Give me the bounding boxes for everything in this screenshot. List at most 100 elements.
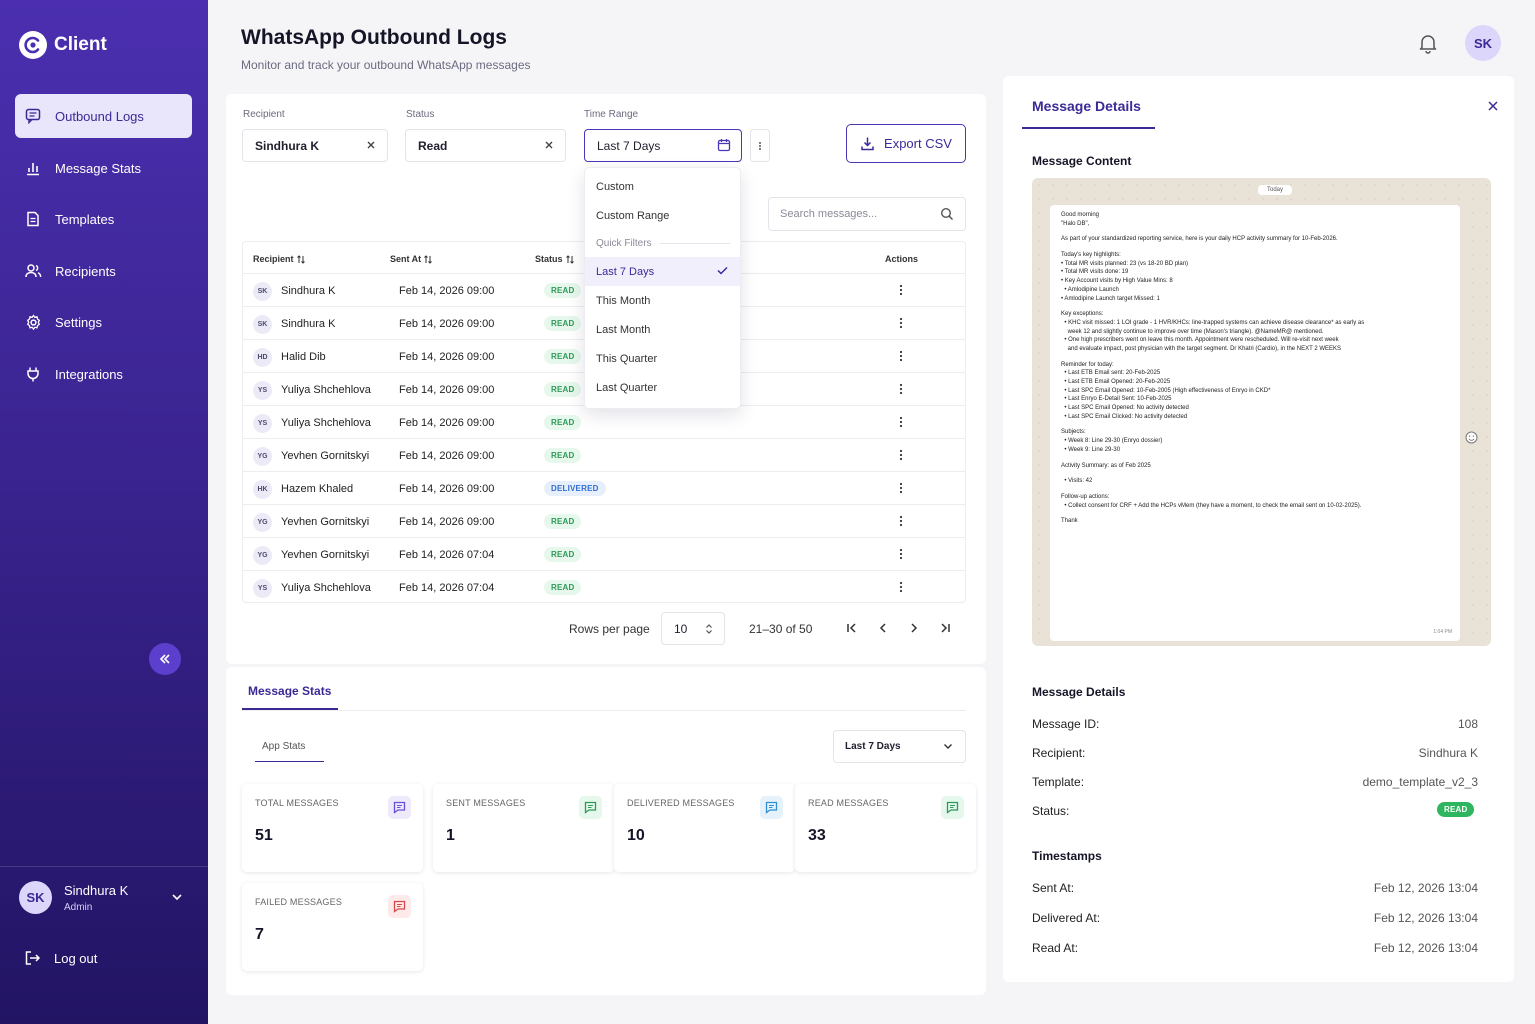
sidebar-item-templates[interactable]: Templates [15, 197, 192, 241]
time-option-this-quarter[interactable]: This Quarter [585, 344, 740, 373]
message-spacer [1061, 470, 1449, 477]
chevrons-left-icon [159, 654, 170, 664]
row-actions-button[interactable] [893, 282, 909, 298]
stat-label: DELIVERED MESSAGES [627, 798, 735, 808]
recipient-initials: YG [253, 546, 272, 565]
brand[interactable]: Client [19, 31, 107, 59]
collapse-sidebar-button[interactable] [149, 643, 181, 675]
message-line: • One high prescribers went on leave thi… [1061, 337, 1339, 344]
more-vertical-icon [759, 141, 761, 150]
status-badge: READ [544, 349, 582, 364]
sidebar-item-integrations[interactable]: Integrations [15, 352, 192, 396]
table-row[interactable]: YG Yevhen Gornitskyi Feb 14, 2026 09:00 … [243, 439, 965, 472]
time-range-select[interactable]: Last 7 Days [584, 129, 742, 162]
sidebar-item-outbound-logs[interactable]: Outbound Logs [15, 94, 192, 138]
quick-filters-label: Quick Filters [596, 238, 652, 249]
emoji-icon[interactable] [1465, 431, 1478, 444]
row-actions-button[interactable] [893, 513, 909, 529]
sent-at: Feb 14, 2026 09:00 [399, 516, 495, 528]
time-option-last-7-days[interactable]: Last 7 Days [585, 257, 740, 286]
sidebar-item-settings[interactable]: Settings [15, 300, 192, 344]
time-option-last-month[interactable]: Last Month [585, 315, 740, 344]
tab-message-stats[interactable]: Message Stats [248, 684, 332, 698]
time-option-last-quarter[interactable]: Last Quarter [585, 373, 740, 402]
stat-label: TOTAL MESSAGES [255, 798, 339, 808]
recipient-filter[interactable]: Sindhura K [242, 129, 388, 162]
recipient-label: Recipient: [1032, 746, 1086, 760]
column-status[interactable]: Status [535, 254, 574, 264]
user-menu[interactable]: SK Sindhura K Admin [19, 881, 189, 914]
message-line: • Last Enryo E-Detail Sent: 10-Feb-2025 [1061, 396, 1172, 403]
stat-label: SENT MESSAGES [446, 798, 526, 808]
table-row[interactable]: YS Yuliya Shchehlova Feb 14, 2026 07:04 … [243, 571, 965, 604]
message-spacer [1061, 228, 1449, 235]
table-row[interactable]: YG Yevhen Gornitskyi Feb 14, 2026 07:04 … [243, 538, 965, 571]
row-actions-button[interactable] [893, 579, 909, 595]
sent-at-label: Sent At: [1032, 881, 1075, 895]
message-text: Good morning "Halo DB", As part of your st… [1061, 211, 1449, 526]
users-icon [24, 262, 42, 280]
message-icon [388, 796, 411, 819]
close-icon [1488, 101, 1498, 111]
logout-button[interactable]: Log out [24, 950, 97, 966]
status-badge: READ [544, 382, 582, 397]
clear-recipient-icon[interactable] [365, 139, 377, 151]
sent-at: Feb 14, 2026 09:00 [399, 450, 495, 462]
sidebar-divider [0, 866, 208, 867]
row-actions-button[interactable] [893, 348, 909, 364]
row-actions-button[interactable] [893, 381, 909, 397]
time-range-more-button[interactable] [750, 129, 770, 162]
sidebar-item-message-stats[interactable]: Message Stats [15, 146, 192, 190]
status-badge: READ [544, 580, 582, 595]
delivered-at-label: Delivered At: [1032, 911, 1101, 925]
row-actions-button[interactable] [893, 414, 909, 430]
search-input[interactable] [768, 197, 966, 231]
status-badge: DELIVERED [544, 481, 606, 496]
message-id-label: Message ID: [1032, 717, 1100, 731]
stats-range-select[interactable]: Last 7 Days [833, 730, 966, 763]
recipient-initials: HD [253, 348, 272, 367]
last-page-button[interactable] [938, 621, 952, 635]
previous-page-button[interactable] [876, 621, 890, 635]
notifications-button[interactable] [1417, 32, 1439, 54]
table-row[interactable]: HK Hazem Khaled Feb 14, 2026 09:00 DELIV… [243, 472, 965, 505]
rows-per-page-select[interactable]: 10 [661, 612, 725, 645]
column-recipient[interactable]: Recipient [253, 254, 305, 264]
message-line: Thank [1061, 518, 1078, 525]
message-line: Reminder for today: [1061, 361, 1114, 368]
message-id-value: 108 [1457, 717, 1478, 731]
row-actions-button[interactable] [893, 447, 909, 463]
stat-value: 51 [255, 827, 273, 844]
sent-at: Feb 14, 2026 09:00 [399, 483, 495, 495]
time-option-custom-range[interactable]: Custom Range [585, 201, 740, 230]
time-option-custom[interactable]: Custom [585, 172, 740, 201]
message-icon [388, 895, 411, 918]
more-vertical-icon [899, 284, 903, 296]
export-csv-button[interactable]: Export CSV [846, 124, 966, 163]
table-row[interactable]: YG Yevhen Gornitskyi Feb 14, 2026 09:00 … [243, 505, 965, 538]
sidebar-item-label: Recipients [55, 263, 116, 279]
stat-label: FAILED MESSAGES [255, 897, 343, 907]
row-actions-button[interactable] [893, 546, 909, 562]
next-page-button[interactable] [907, 621, 921, 635]
download-icon [861, 137, 874, 151]
brand-name: Client [54, 34, 107, 55]
message-line: Good morning [1061, 212, 1100, 218]
row-actions-button[interactable] [893, 315, 909, 331]
recipient-initials: HK [253, 480, 272, 499]
close-details-button[interactable] [1486, 99, 1500, 113]
message-line: As part of your standardized reporting s… [1061, 236, 1338, 243]
row-actions-button[interactable] [893, 480, 909, 496]
column-sent-at[interactable]: Sent At [390, 254, 433, 264]
recipient-name: Sindhura K [281, 318, 336, 330]
stat-card-total: TOTAL MESSAGES 51 [242, 784, 423, 872]
first-page-button[interactable] [845, 621, 859, 635]
time-option-this-month[interactable]: This Month [585, 286, 740, 315]
profile-avatar[interactable]: SK [1465, 25, 1501, 61]
table-row[interactable]: YS Yuliya Shchehlova Feb 14, 2026 09:00 … [243, 406, 965, 439]
status-filter[interactable]: Read [405, 129, 566, 162]
sidebar-item-recipients[interactable]: Recipients [15, 249, 192, 293]
message-line: week 12 and slightly continue to improve… [1061, 328, 1324, 335]
tab-app-stats[interactable]: App Stats [262, 741, 306, 752]
clear-status-icon[interactable] [543, 139, 555, 151]
